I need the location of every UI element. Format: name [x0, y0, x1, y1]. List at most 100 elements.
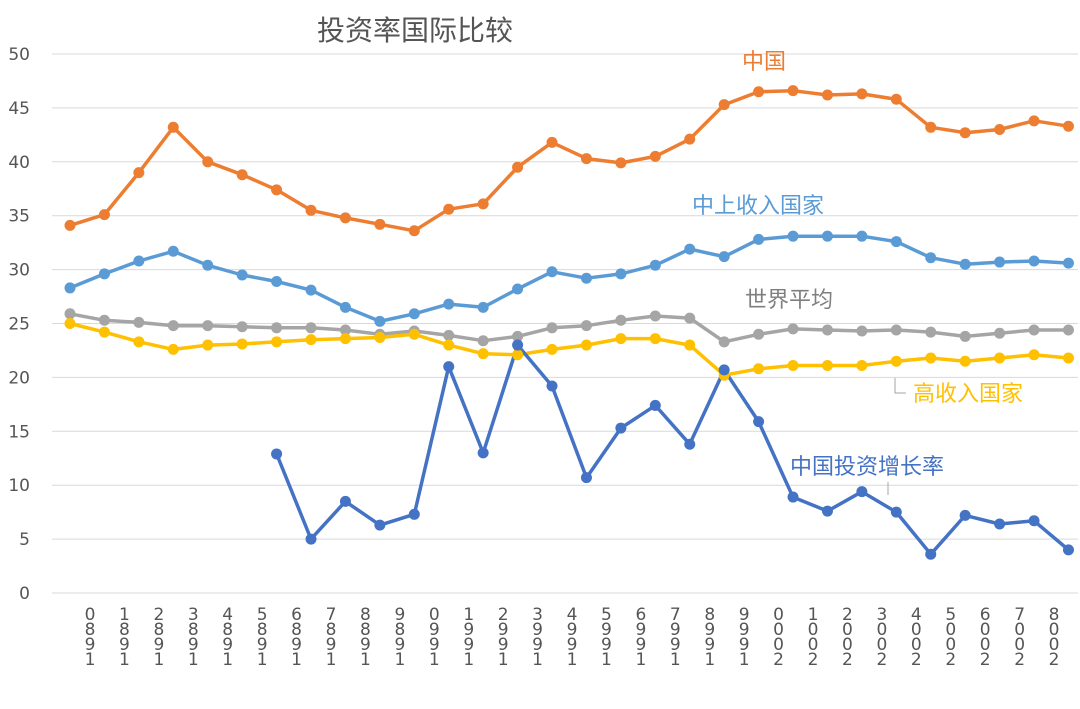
x-tick-char: 4 [567, 605, 578, 625]
x-tick-char: 0 [980, 635, 991, 655]
x-tick-char: 0 [876, 635, 887, 655]
x-tick-char: 9 [326, 635, 337, 655]
x-tick-char: 7 [1014, 605, 1025, 625]
series-2-point [753, 328, 765, 340]
x-tick-char: 5 [945, 605, 956, 625]
x-tick-char: 1 [153, 650, 164, 670]
x-tick-char: 9 [291, 635, 302, 655]
series-4-point [339, 495, 351, 507]
series-3-point [546, 343, 558, 355]
x-tick-char: 9 [635, 620, 646, 640]
y-tick-label: 35 [8, 207, 30, 227]
series-0-point [994, 123, 1006, 135]
series-2-point [512, 330, 524, 342]
series-3-point [477, 348, 489, 360]
series-2-point [1062, 324, 1074, 336]
series-1-point [477, 301, 489, 313]
series-3-point [167, 343, 179, 355]
x-tick-char: 8 [85, 620, 96, 640]
series-4-point [512, 339, 524, 351]
x-tick-char: 0 [911, 635, 922, 655]
series-4-point [408, 508, 420, 520]
series-0-point [925, 121, 937, 133]
x-tick-char: 9 [394, 635, 405, 655]
x-tick-char: 1 [463, 605, 474, 625]
x-tick-char: 9 [463, 620, 474, 640]
series-3-point [305, 334, 317, 346]
series-2-point [98, 314, 110, 326]
x-tick-char: 9 [532, 620, 543, 640]
series-4-point [305, 533, 317, 545]
x-tick-char: 1 [498, 650, 509, 670]
x-tick-char: 3 [188, 605, 199, 625]
series-2-point [339, 324, 351, 336]
x-tick-char: 4 [222, 605, 233, 625]
x-tick-char: 9 [739, 620, 750, 640]
x-tick-char: 0 [945, 620, 956, 640]
series-1-point [821, 230, 833, 242]
y-tick-label: 0 [19, 584, 30, 604]
series-2-point [994, 327, 1006, 339]
x-tick-char: 8 [326, 620, 337, 640]
x-tick-char: 9 [635, 635, 646, 655]
series-1-point [684, 243, 696, 255]
x-tick-char: 1 [326, 650, 337, 670]
x-tick-char: 0 [773, 635, 784, 655]
x-tick-char: 9 [670, 635, 681, 655]
x-tick-char: 0 [808, 620, 819, 640]
x-tick-char: 9 [498, 635, 509, 655]
series-0-line [69, 88, 1069, 233]
series-lines [69, 88, 1070, 556]
series-1-point [305, 284, 317, 296]
series-0-point [133, 167, 145, 179]
series-4-point [1028, 515, 1040, 527]
x-tick-char: 9 [567, 620, 578, 640]
x-tick-char: 9 [704, 620, 715, 640]
x-tick-char: 7 [670, 605, 681, 625]
series-0-point [615, 157, 627, 169]
x-tick-char: 2 [498, 605, 509, 625]
series-3-point [925, 352, 937, 364]
series-1-point [512, 283, 524, 295]
y-tick-label: 50 [8, 45, 30, 65]
x-tick-char: 4 [911, 605, 922, 625]
series-3-point [133, 336, 145, 348]
x-tick-char: 9 [567, 635, 578, 655]
series-0-point [580, 153, 592, 165]
x-tick-char: 8 [153, 620, 164, 640]
series-0-point [546, 136, 558, 148]
series-1-line [69, 234, 1069, 324]
series-1-point [787, 230, 799, 242]
series-0-point [821, 89, 833, 101]
series-1-point [408, 308, 420, 320]
series-1-point [649, 259, 661, 271]
series-0-point [305, 204, 317, 216]
series-4-point [1062, 544, 1074, 556]
x-tick-char: 1 [119, 605, 130, 625]
series-0-point [202, 156, 214, 168]
series-3-point [512, 349, 524, 361]
x-tick-char: 9 [670, 620, 681, 640]
series-4-point [994, 518, 1006, 530]
x-tick-char: 2 [1014, 650, 1025, 670]
x-tick-char: 1 [257, 650, 268, 670]
x-tick-char: 1 [567, 650, 578, 670]
x-tick-char: 0 [945, 635, 956, 655]
x-tick-char: 8 [704, 605, 715, 625]
series-1-point [98, 268, 110, 280]
series-1-point [959, 258, 971, 270]
series-1-point [64, 282, 76, 294]
series-4-point [856, 486, 868, 498]
series-0-point [443, 203, 455, 215]
series-2-point [1028, 324, 1040, 336]
